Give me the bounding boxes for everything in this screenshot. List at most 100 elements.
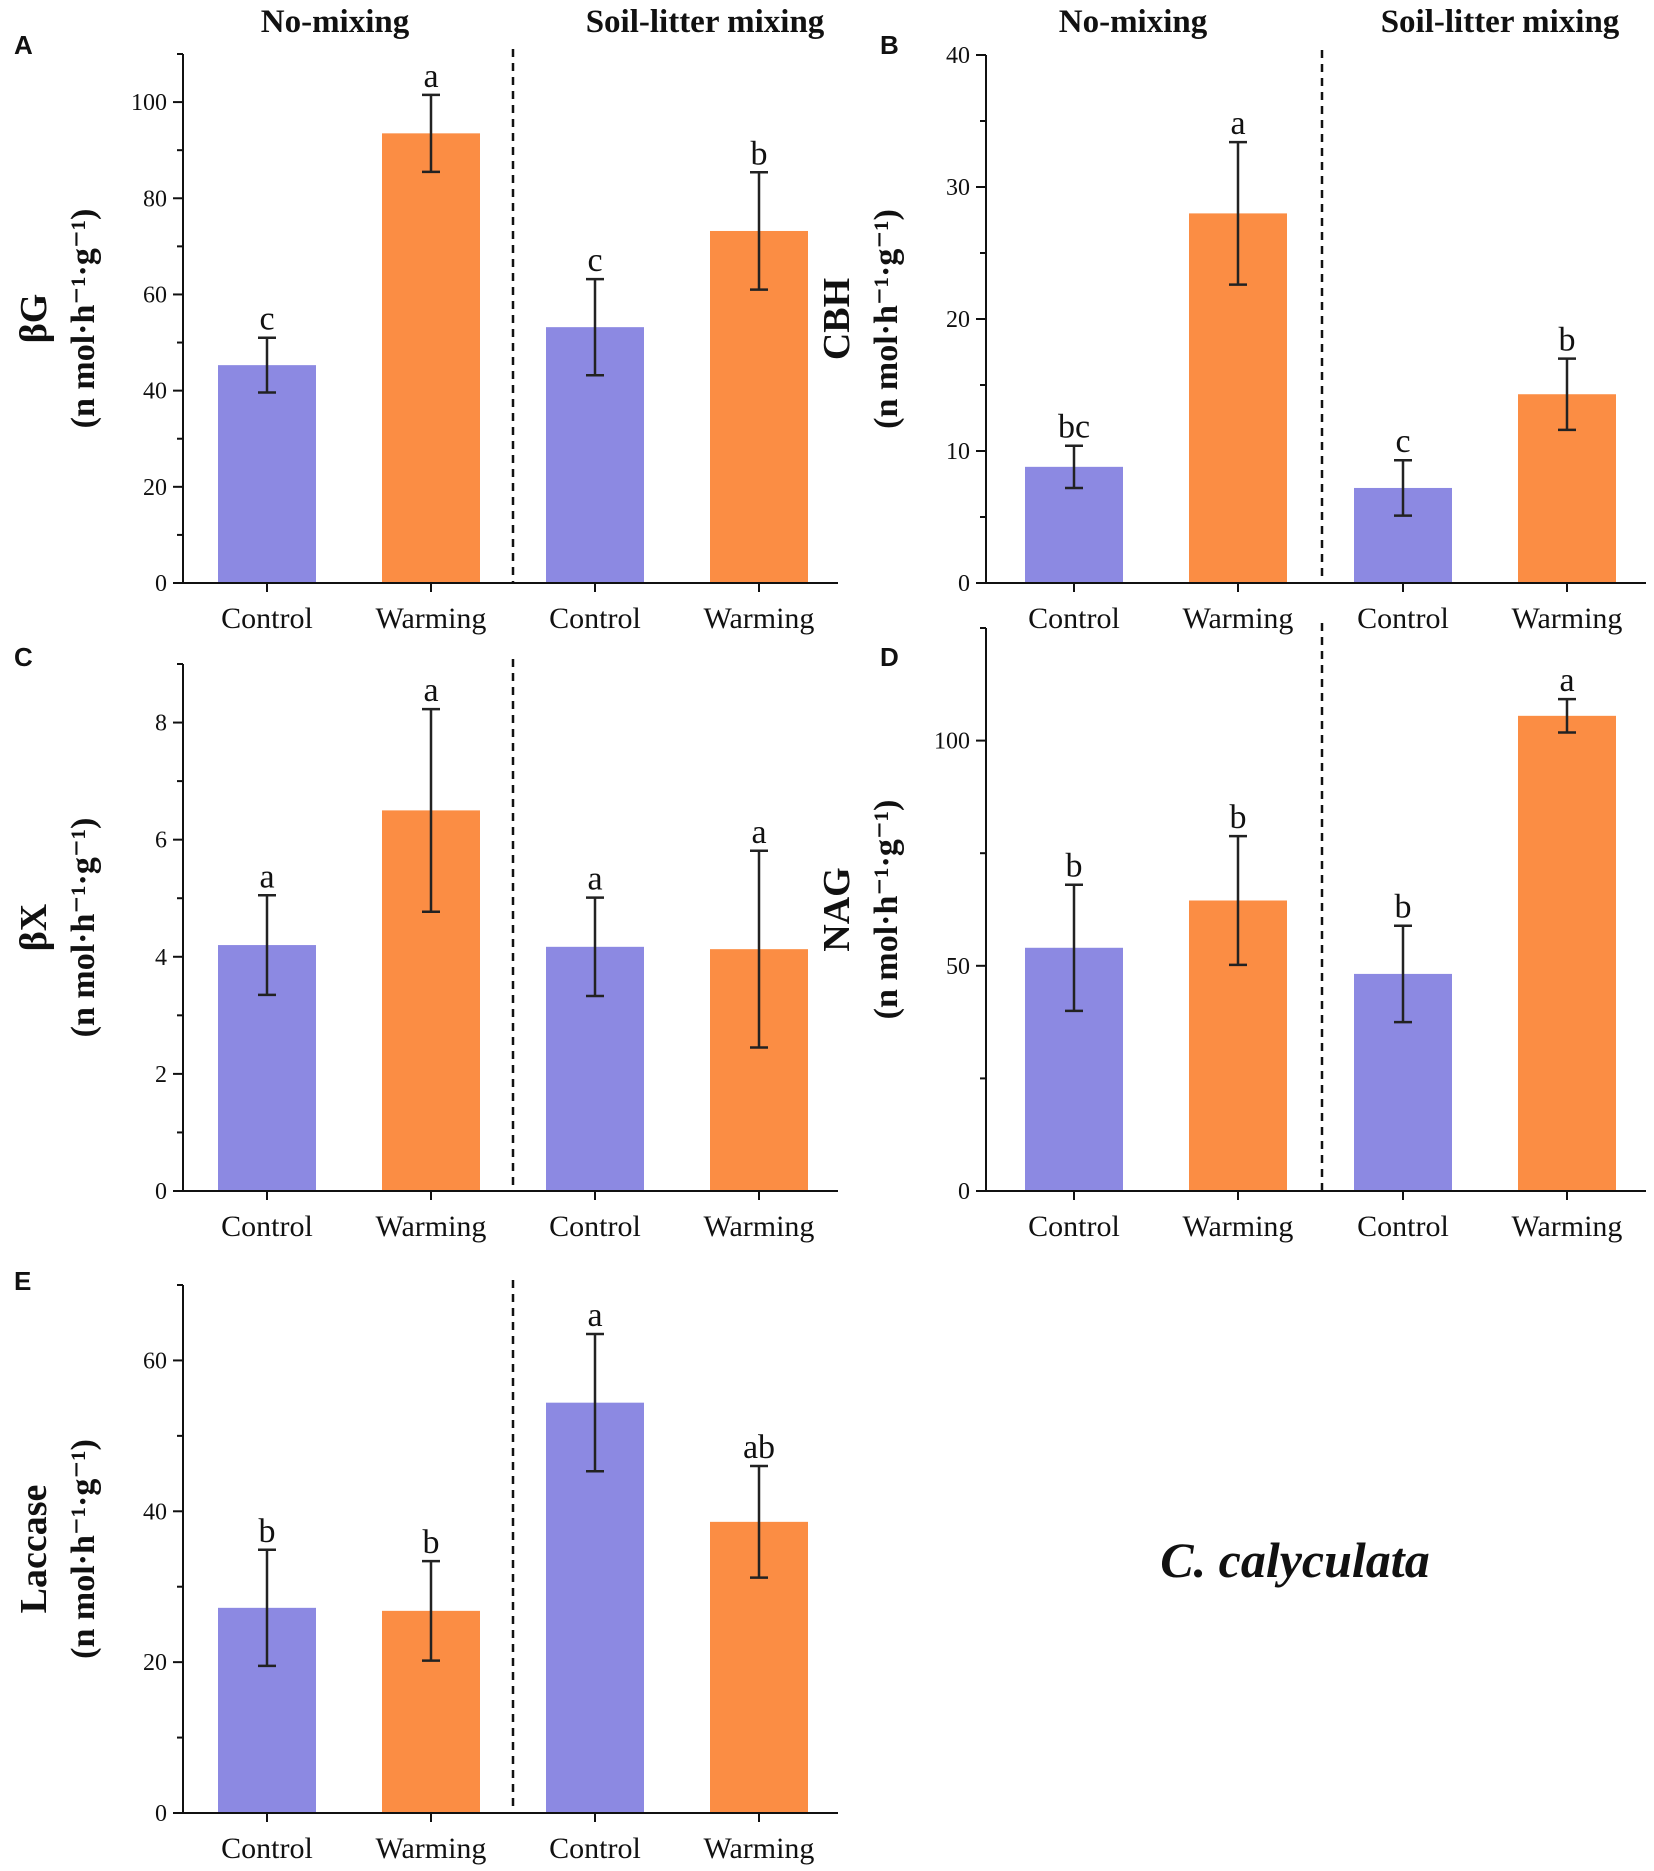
y-axis-title: NAG (n mol·h⁻¹·g⁻¹)	[816, 800, 905, 1020]
error-bar	[422, 93, 440, 174]
x-tick-label: Warming	[1512, 602, 1623, 635]
significance-letter: a	[1559, 662, 1574, 699]
y-axis-title-main: CBH	[816, 278, 858, 360]
panel-B: Bbc a c b 0 10 20 30 40 Control Warming Control Warm…	[816, 4, 1646, 635]
y-tick-label: 2	[155, 1062, 167, 1088]
x-tick-label: Warming	[376, 1210, 487, 1243]
error-bar	[586, 277, 604, 377]
x-tick-label: Control	[549, 1832, 641, 1865]
x-tick-label: Control	[1357, 602, 1449, 635]
y-tick-label: 20	[143, 1650, 167, 1676]
y-tick-label: 8	[155, 711, 167, 737]
y-axis-title: Laccase (n mol·h⁻¹·g⁻¹)	[13, 1439, 102, 1659]
error-bar	[258, 336, 276, 394]
group-header: No-mixing	[261, 4, 410, 40]
error-bar	[750, 171, 768, 291]
panel-letter: E	[14, 1266, 31, 1296]
x-tick-label: Warming	[704, 1832, 815, 1865]
error-bar	[258, 894, 276, 997]
x-tick-label: Warming	[376, 602, 487, 635]
group-header: No-mixing	[1059, 4, 1208, 40]
significance-letter: a	[751, 814, 766, 851]
bar-control	[218, 365, 316, 583]
x-tick-label: Control	[221, 1832, 313, 1865]
y-tick-label: 6	[155, 828, 167, 854]
y-tick-label: 50	[946, 954, 970, 980]
significance-letter: a	[423, 58, 438, 95]
error-bar	[586, 896, 604, 998]
y-tick-label: 40	[143, 1499, 167, 1525]
error-bar	[750, 849, 768, 1049]
error-bar	[1394, 924, 1412, 1024]
y-axis-title-main: βX	[13, 904, 55, 951]
y-tick-label: 0	[155, 571, 167, 597]
error-bar	[1229, 140, 1247, 286]
y-axis-title-main: Laccase	[13, 1485, 55, 1614]
significance-letter: c	[1395, 423, 1410, 460]
panel-E: Eb b a ab 0 20 40 60 Control Warming Control Warmin…	[13, 1266, 838, 1865]
error-bar	[1558, 357, 1576, 432]
y-tick-label: 100	[934, 729, 970, 755]
significance-letter: bc	[1058, 409, 1090, 446]
y-tick-label: 80	[143, 186, 167, 212]
x-tick-label: Control	[1028, 1210, 1120, 1243]
y-tick-label: 20	[143, 475, 167, 501]
y-axis-title-unit: (n mol·h⁻¹·g⁻¹)	[868, 209, 905, 429]
y-tick-label: 10	[946, 439, 970, 465]
x-tick-label: Control	[221, 602, 313, 635]
error-bar	[586, 1332, 604, 1473]
error-bar	[1065, 883, 1083, 1013]
group-header: Soil-litter mixing	[1381, 4, 1620, 40]
species-label: C. calyculata	[1160, 1532, 1429, 1588]
y-tick-label: 40	[143, 379, 167, 405]
x-tick-label: Control	[221, 1210, 313, 1243]
error-bar	[1394, 458, 1412, 517]
y-axis-title-unit: (n mol·h⁻¹·g⁻¹)	[65, 818, 102, 1038]
significance-letter: a	[587, 1297, 602, 1334]
y-tick-label: 60	[143, 1348, 167, 1374]
y-axis-title: CBH (n mol·h⁻¹·g⁻¹)	[816, 209, 905, 429]
significance-letter: ab	[743, 1429, 775, 1466]
y-tick-label: 4	[155, 945, 167, 971]
y-axis-title-unit: (n mol·h⁻¹·g⁻¹)	[65, 209, 102, 429]
x-tick-label: Warming	[1512, 1210, 1623, 1243]
y-axis-title-main: βG	[13, 294, 55, 344]
error-bar	[750, 1464, 768, 1579]
significance-letter: b	[1559, 322, 1576, 359]
y-tick-label: 0	[958, 571, 970, 597]
panel-letter: A	[14, 30, 33, 60]
significance-letter: b	[751, 135, 768, 172]
panel-A: Ac a c b 0 20 40 60 80 100 Control Warming Control Wa…	[13, 4, 838, 635]
error-bar	[422, 707, 440, 913]
y-tick-label: 30	[946, 175, 970, 201]
significance-letter: a	[1230, 105, 1245, 142]
x-tick-label: Control	[549, 1210, 641, 1243]
x-tick-label: Warming	[1183, 602, 1294, 635]
panel-letter: C	[14, 642, 33, 672]
bar-warming	[382, 133, 480, 583]
significance-letter: b	[1230, 799, 1247, 836]
error-bar	[258, 1548, 276, 1668]
significance-letter: c	[259, 301, 274, 338]
y-tick-label: 0	[155, 1179, 167, 1205]
y-tick-label: 0	[155, 1801, 167, 1827]
y-axis-title-unit: (n mol·h⁻¹·g⁻¹)	[65, 1439, 102, 1659]
significance-letter: b	[423, 1524, 440, 1561]
panel-letter: D	[880, 642, 899, 672]
error-bar	[1558, 697, 1576, 734]
error-bar	[1065, 444, 1083, 490]
significance-letter: b	[1395, 889, 1412, 926]
y-axis-title-main: NAG	[816, 867, 858, 951]
significance-letter: b	[1066, 848, 1083, 885]
x-tick-label: Warming	[376, 1832, 487, 1865]
bar-warming	[1518, 715, 1616, 1191]
panel-D: Db b b a 0 50 100 Control Warming Control Warming N…	[816, 623, 1646, 1243]
y-tick-label: 40	[946, 43, 970, 69]
y-tick-label: 60	[143, 282, 167, 308]
y-axis-title: βX (n mol·h⁻¹·g⁻¹)	[13, 818, 102, 1038]
y-axis-title: βG (n mol·h⁻¹·g⁻¹)	[13, 209, 102, 429]
panel-letter: B	[880, 30, 899, 60]
error-bar	[422, 1559, 440, 1662]
significance-letter: a	[587, 861, 602, 898]
